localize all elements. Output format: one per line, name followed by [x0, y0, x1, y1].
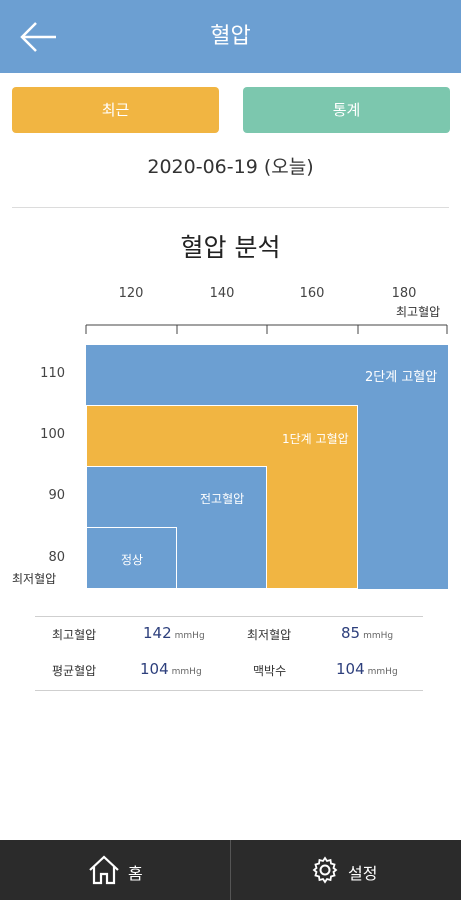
stats-divider-bottom [35, 690, 423, 691]
home-button[interactable]: 홈 [0, 840, 230, 900]
footer-divider [230, 840, 231, 900]
x-axis-label: 최고혈압 [396, 305, 441, 319]
home-label: 홈 [128, 864, 143, 883]
tab-stats[interactable]: 통계 [243, 87, 450, 133]
home-icon [89, 855, 119, 885]
zone-label-stage1: 1단계 고혈압 [282, 432, 349, 446]
average-unit: mmHg [171, 667, 202, 677]
zone-label-normal: 정상 [121, 553, 144, 567]
stat-value-pulse: 104 mmHg [336, 660, 398, 678]
stat-label-diastolic: 최저혈압 [247, 628, 292, 642]
diastolic-value: 85 [341, 624, 361, 642]
x-tick-120: 120 [118, 286, 144, 301]
stat-label-pulse: 맥박수 [253, 664, 287, 678]
y-tick-110: 110 [40, 366, 65, 381]
stats-divider-top [35, 616, 423, 617]
arrow-left-icon [20, 22, 56, 52]
x-axis-ruler [85, 324, 448, 334]
y-tick-90: 90 [48, 488, 65, 503]
x-tick-180: 180 [391, 286, 417, 301]
x-tick-160: 160 [299, 286, 325, 301]
average-value: 104 [140, 660, 169, 678]
zone-normal [86, 527, 177, 589]
pulse-value: 104 [336, 660, 365, 678]
diastolic-unit: mmHg [363, 631, 394, 641]
stat-label-systolic: 최고혈압 [52, 628, 97, 642]
stat-label-average: 평균혈압 [52, 664, 97, 678]
settings-button[interactable]: 설정 [231, 840, 461, 900]
page-title: 혈압 [210, 24, 251, 49]
tab-recent[interactable]: 최근 [12, 87, 219, 133]
analysis-title: 혈압 분석 [180, 233, 281, 262]
gear-icon [312, 856, 338, 884]
stat-value-systolic: 142 mmHg [143, 624, 205, 642]
y-tick-100: 100 [40, 427, 65, 442]
bottom-nav: 홈 설정 [0, 840, 461, 900]
zone-label-stage2: 2단계 고혈압 [365, 370, 438, 385]
app-header: 혈압 [0, 0, 461, 73]
date-label: 2020-06-19 (오늘) [147, 156, 314, 178]
settings-label: 설정 [348, 864, 378, 883]
divider [12, 207, 449, 208]
stat-value-diastolic: 85 mmHg [341, 624, 393, 642]
systolic-unit: mmHg [174, 631, 205, 641]
systolic-value: 142 [143, 624, 172, 642]
y-tick-80: 80 [48, 550, 65, 565]
zone-label-prehypertension: 전고혈압 [200, 492, 245, 506]
x-tick-140: 140 [209, 286, 235, 301]
back-button[interactable] [18, 18, 58, 56]
stat-value-average: 104 mmHg [140, 660, 202, 678]
pulse-unit: mmHg [367, 667, 398, 677]
y-axis-label: 최저혈압 [12, 572, 57, 586]
